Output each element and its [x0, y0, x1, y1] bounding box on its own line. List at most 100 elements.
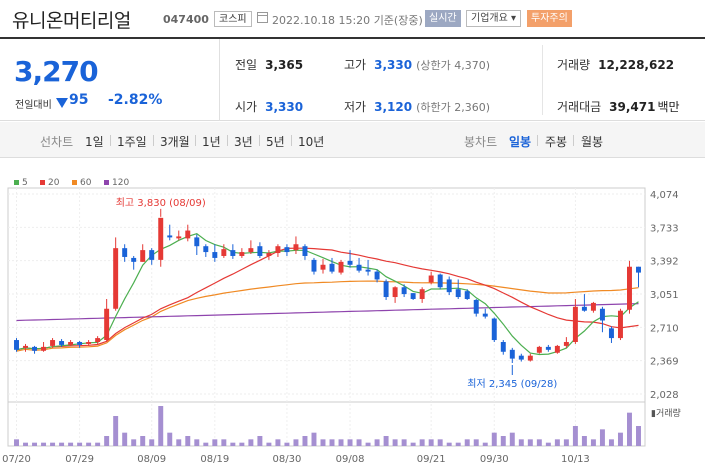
candle	[77, 341, 83, 345]
volume-bar	[68, 442, 74, 446]
candle	[167, 235, 173, 238]
open-cell: 시가 3,330	[235, 100, 304, 114]
stock-name: 유니온머티리얼	[12, 10, 131, 32]
candle	[140, 250, 146, 262]
tab-1w[interactable]: 1주일	[117, 135, 147, 149]
candle	[122, 248, 128, 257]
volume-bar	[302, 436, 308, 446]
candle	[23, 345, 29, 348]
volume-bar	[356, 439, 362, 446]
candle	[581, 306, 587, 311]
volume-bar	[329, 439, 335, 446]
y-tick-label: 4,074	[650, 190, 679, 201]
y-tick-label: 2,710	[650, 323, 679, 334]
volume-bar	[446, 442, 452, 446]
volume-bar	[518, 439, 524, 446]
volume-bar	[275, 439, 281, 446]
low-cell: 저가 3,120 (하한가 2,360)	[344, 100, 490, 114]
volume-bar	[158, 406, 164, 446]
volume-bar	[185, 436, 191, 446]
volume-bar	[14, 439, 19, 446]
volume-bar	[491, 432, 497, 446]
candle	[41, 346, 47, 351]
high-cell: 고가 3,330 (상한가 4,370)	[344, 58, 490, 72]
volume-bar	[636, 426, 641, 446]
volume-bar	[572, 426, 578, 446]
volume-bar	[77, 442, 83, 446]
candle	[473, 299, 479, 314]
volume-bar	[59, 442, 65, 446]
volume-bar	[554, 439, 560, 446]
x-tick-label: 08/09	[137, 454, 166, 465]
tab-1y[interactable]: 1년	[202, 135, 221, 149]
candle	[203, 246, 209, 253]
volume-bar	[23, 442, 29, 446]
volume-bar	[140, 436, 146, 446]
volume-bar	[626, 412, 632, 446]
volume-plot-frame	[7, 401, 646, 447]
candle	[221, 249, 227, 256]
candle	[536, 346, 542, 353]
volume-bar	[320, 439, 326, 446]
candle	[302, 246, 308, 256]
candle	[428, 275, 434, 283]
candle	[212, 252, 218, 258]
tab-1d[interactable]: 1일	[85, 135, 104, 149]
candle	[608, 328, 614, 339]
candle-chart-label: 봉차트	[464, 135, 498, 149]
x-tick-label: 08/30	[273, 454, 302, 465]
volume-bar	[167, 432, 173, 446]
candlestick-chart[interactable]: 4,074 3,733 3,392 3,051 2,710 2,369 2,028 07/20…	[0, 170, 705, 470]
candle	[356, 264, 362, 271]
volume-bar	[194, 439, 200, 446]
low-annotation: 최저 2,345 (09/28)	[467, 378, 557, 390]
candle	[374, 271, 380, 280]
price-plot-frame	[7, 187, 646, 403]
candle	[194, 237, 200, 247]
tab-5y[interactable]: 5년	[266, 135, 285, 149]
tab-weekly[interactable]: 주봉	[545, 135, 568, 149]
candle	[410, 293, 416, 299]
volume-bar	[266, 442, 272, 446]
volume-bar	[464, 439, 470, 446]
y-tick-label: 3,051	[650, 290, 679, 301]
candle	[329, 263, 335, 272]
volume-bar	[581, 436, 587, 446]
high-annotation: 최고 3,830 (08/09)	[116, 197, 206, 209]
volume-bar	[257, 436, 263, 446]
volume-bar	[104, 436, 110, 446]
realtime-button[interactable]: 실시간	[425, 10, 461, 27]
candle	[176, 236, 182, 239]
candle	[392, 287, 398, 298]
candle	[320, 264, 326, 270]
candle	[248, 248, 254, 253]
volume-bar	[176, 439, 182, 446]
volume-bar	[86, 442, 92, 446]
candle	[545, 346, 551, 350]
volume-bar	[455, 442, 461, 446]
x-tick-label: 07/20	[2, 454, 31, 465]
x-tick-label: 07/29	[65, 454, 94, 465]
company-info-dropdown[interactable]: 기업개요 ▾	[466, 10, 521, 27]
volume-bar	[212, 439, 218, 446]
candle	[419, 289, 425, 299]
candle	[617, 310, 623, 339]
volume-bar	[248, 439, 254, 446]
calendar-icon	[257, 12, 268, 23]
candle	[437, 274, 443, 288]
candle	[149, 250, 155, 260]
tab-monthly[interactable]: 월봉	[581, 135, 604, 149]
volume-bar	[500, 436, 506, 446]
tab-daily[interactable]: 일봉	[509, 135, 532, 149]
price-change-rate: -2.82%	[108, 92, 163, 108]
tab-3y[interactable]: 3년	[234, 135, 253, 149]
tab-3m[interactable]: 3개월	[160, 135, 190, 149]
volume-bar	[113, 416, 119, 446]
tab-10y[interactable]: 10년	[298, 135, 325, 149]
legend-ma120: 120	[104, 178, 129, 188]
candle	[554, 345, 560, 353]
prev-close-cell: 전일 3,365	[235, 58, 304, 72]
volume-bar	[473, 439, 479, 446]
candle	[68, 341, 74, 345]
volume-bar	[482, 442, 488, 446]
